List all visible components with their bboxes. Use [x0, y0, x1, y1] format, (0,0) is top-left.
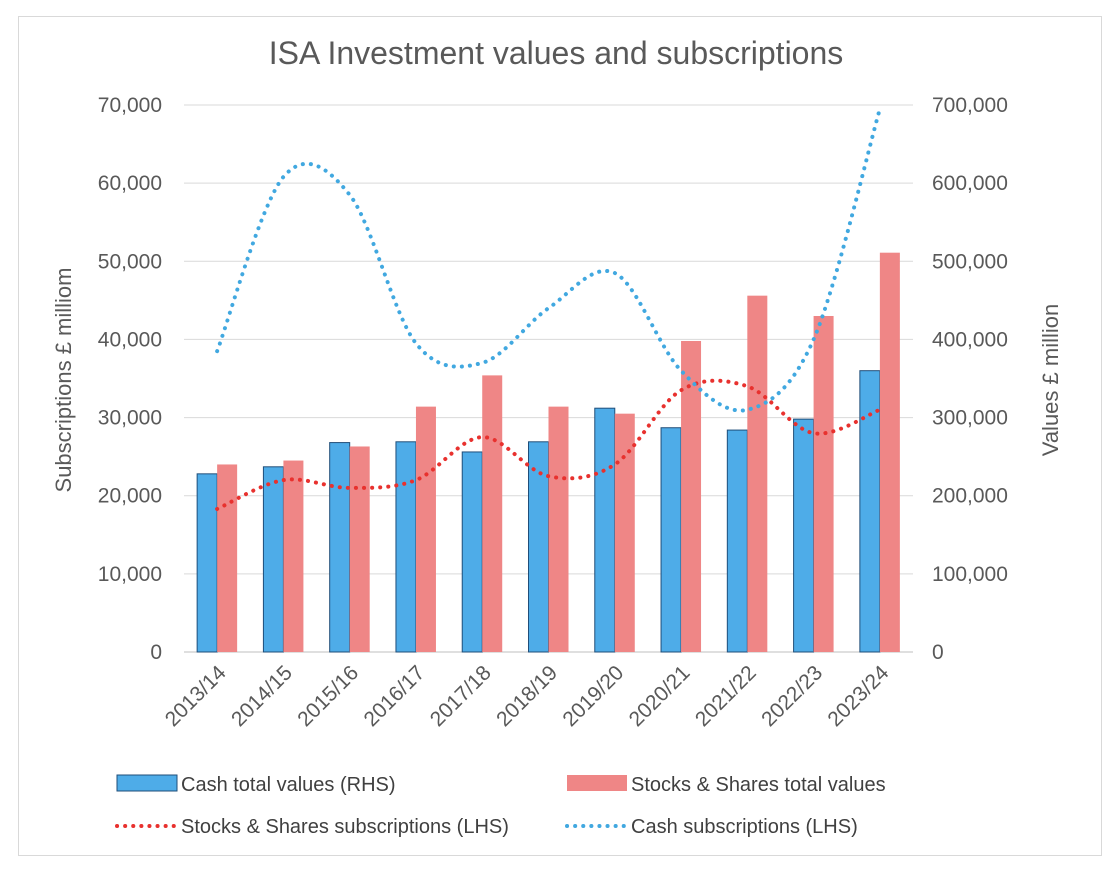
stocks-value-bar: [217, 464, 238, 652]
x-tick-label: 2017/18: [426, 661, 496, 731]
stocks-value-bar: [349, 446, 370, 652]
bars: [196, 252, 900, 653]
legend: Cash total values (RHS) Stocks & Shares t…: [115, 774, 886, 838]
stocks-value-bar: [879, 252, 900, 652]
stocks-subscriptions-line: [215, 378, 882, 511]
cash-value-bar: [660, 427, 682, 653]
cash-value-bar: [793, 418, 815, 653]
right-tick-label: 600,000: [932, 172, 1008, 195]
stocks-value-bar: [681, 340, 702, 652]
gridlines: [184, 104, 913, 653]
stocks-value-bar: [548, 406, 569, 652]
cash-value-bar: [594, 407, 616, 653]
left-tick-label: 10,000: [98, 563, 162, 586]
x-tick-label: 2018/19: [492, 661, 562, 731]
cash-subscriptions-line: [215, 106, 882, 413]
stocks-value-bar: [482, 375, 503, 652]
left-tick-label: 30,000: [98, 407, 162, 430]
chart-title: ISA Investment values and subscriptions: [269, 35, 844, 71]
cash-value-bar: [262, 466, 284, 653]
left-axis-ticks: 0 10,000 20,000 30,000 40,000 50,000 60,000 70,…: [98, 94, 162, 664]
legend-label: Cash total values (RHS): [181, 774, 396, 796]
right-tick-label: 400,000: [932, 328, 1008, 351]
left-tick-label: 70,000: [98, 94, 162, 117]
left-tick-label: 40,000: [98, 328, 162, 351]
right-tick-label: 100,000: [932, 563, 1008, 586]
stocks-value-bar: [415, 406, 436, 652]
stocks-value-bar: [614, 413, 635, 652]
x-tick-label: 2014/15: [227, 661, 297, 731]
legend-label: Cash subscriptions (LHS): [631, 816, 858, 838]
cash-value-bar: [726, 429, 748, 653]
left-tick-label: 50,000: [98, 250, 162, 273]
legend-swatch: [116, 774, 178, 792]
right-tick-label: 700,000: [932, 94, 1008, 117]
legend-label: Stocks & Shares total values: [631, 774, 886, 796]
x-axis-ticks: 2013/142014/152015/162016/172017/182018/…: [161, 661, 894, 731]
left-tick-label: 20,000: [98, 485, 162, 508]
legend-swatch: [567, 775, 627, 791]
left-axis-title: Subscriptions £ milliom: [51, 268, 76, 493]
right-tick-label: 500,000: [932, 250, 1008, 273]
right-tick-label: 200,000: [932, 485, 1008, 508]
stocks-value-bar: [283, 460, 304, 652]
right-tick-label: 300,000: [932, 407, 1008, 430]
x-tick-label: 2021/22: [691, 661, 761, 731]
cash-value-bar: [196, 473, 218, 653]
lines: [215, 106, 882, 511]
x-tick-label: 2013/14: [161, 661, 231, 731]
right-axis-ticks: 0 100,000 200,000 300,000 400,000 500,000 600,…: [932, 94, 1008, 664]
right-tick-label: 0: [932, 641, 944, 664]
stocks-value-bar: [747, 295, 768, 652]
x-tick-label: 2019/20: [558, 661, 628, 731]
x-tick-label: 2016/17: [360, 661, 430, 731]
x-tick-label: 2023/24: [823, 661, 893, 731]
cash-value-bar: [461, 451, 483, 653]
x-tick-label: 2020/21: [625, 661, 695, 731]
cash-value-bar: [329, 442, 351, 653]
cash-value-bar: [395, 441, 417, 653]
left-tick-label: 60,000: [98, 172, 162, 195]
legend-label: Stocks & Shares subscriptions (LHS): [181, 816, 509, 838]
cash-value-bar: [528, 441, 549, 653]
left-tick-label: 0: [150, 641, 162, 664]
x-tick-label: 2015/16: [293, 661, 363, 731]
stocks-value-bar: [813, 315, 834, 652]
right-axis-title: Values £ million: [1038, 304, 1063, 456]
x-tick-label: 2022/23: [757, 661, 827, 731]
